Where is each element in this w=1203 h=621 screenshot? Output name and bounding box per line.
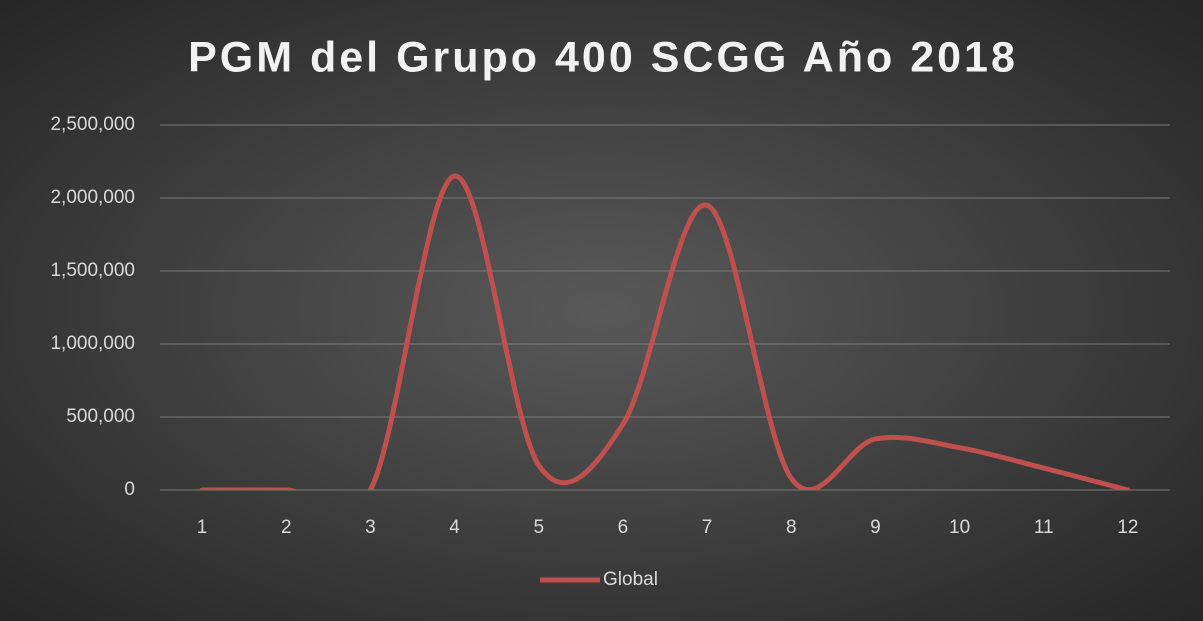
x-tick-label: 3 bbox=[365, 517, 376, 538]
x-tick-label: 2 bbox=[281, 517, 292, 538]
x-tick-label: 6 bbox=[618, 517, 629, 538]
x-tick-label: 8 bbox=[786, 517, 797, 538]
x-tick-label: 9 bbox=[870, 517, 881, 538]
y-tick-label: 1,000,000 bbox=[50, 333, 135, 354]
x-tick-label: 10 bbox=[949, 517, 970, 538]
legend-label: Global bbox=[603, 569, 658, 590]
chart-title: PGM del Grupo 400 SCGG Año 2018 bbox=[188, 33, 1018, 81]
y-tick-label: 0 bbox=[124, 479, 135, 500]
x-tick-label: 11 bbox=[1034, 517, 1054, 538]
x-tick-label: 12 bbox=[1117, 517, 1138, 538]
y-tick-label: 2,000,000 bbox=[50, 187, 135, 208]
x-tick-label: 7 bbox=[702, 517, 713, 538]
x-tick-label: 5 bbox=[533, 517, 544, 538]
x-tick-label: 1 bbox=[197, 517, 208, 538]
y-tick-label: 2,500,000 bbox=[50, 114, 135, 135]
line-series bbox=[199, 173, 1131, 490]
y-tick-label: 500,000 bbox=[66, 406, 135, 427]
y-tick-label: 1,500,000 bbox=[50, 260, 135, 281]
x-tick-label: 4 bbox=[449, 517, 460, 538]
